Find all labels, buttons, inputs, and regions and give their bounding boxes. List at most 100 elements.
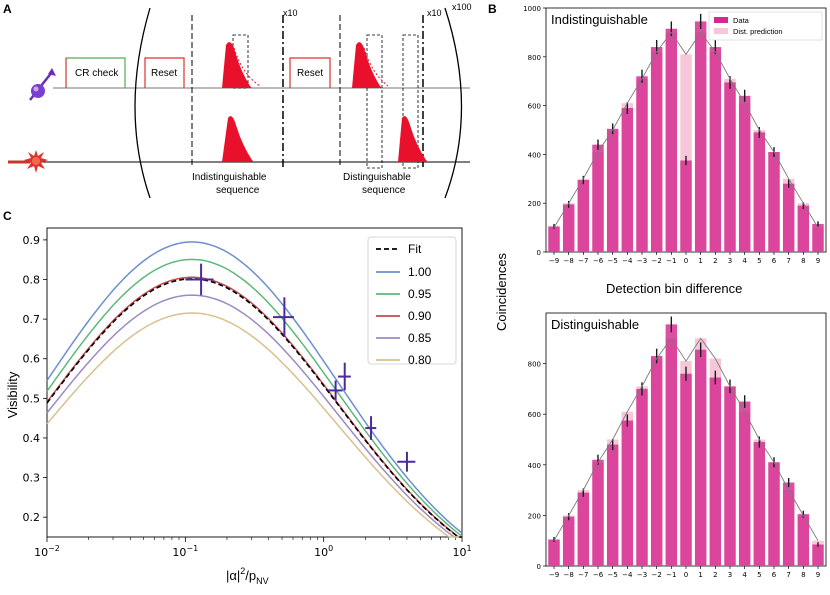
indist-seq-line2: sequence — [216, 185, 260, 196]
coincidences-label: Coincidences — [494, 252, 509, 331]
curve-0.85 — [46, 294, 462, 538]
bar-data — [782, 183, 795, 252]
bar-data — [694, 21, 707, 253]
x-tick-label: 101 — [452, 544, 471, 559]
fit-curve — [46, 278, 462, 538]
bar-data — [709, 377, 722, 566]
bar-data — [753, 442, 766, 566]
reset-box-1: Reset — [144, 57, 185, 88]
y-tick-label: 400 — [528, 462, 541, 470]
x-tick-label: 3 — [728, 257, 732, 265]
bar-data — [621, 108, 634, 252]
bar-data — [577, 180, 590, 252]
repeat-inner-2: x10 — [427, 8, 442, 18]
reset-label-2: Reset — [297, 68, 323, 79]
indist-seq-line1: Indistinguishable — [192, 172, 267, 183]
pulse-laser — [222, 116, 254, 162]
pulse-nv — [222, 42, 252, 88]
chart-title: Indistinguishable — [551, 12, 648, 27]
bar-data — [636, 388, 648, 566]
bar-data — [709, 47, 722, 252]
y-tick-label: 0.3 — [23, 472, 41, 485]
panel-letter-c: C — [3, 209, 12, 223]
legend-label: 0.90 — [408, 309, 432, 323]
spin-arrow-icon — [29, 68, 56, 101]
x-tick-label: −2 — [652, 257, 662, 265]
x-tick-label: −9 — [549, 257, 559, 265]
bar-data — [724, 386, 736, 566]
y-axis-label: Visibility — [5, 371, 20, 418]
bar-data — [577, 492, 590, 566]
x-tick-label: 5 — [757, 571, 761, 579]
outer-bracket-left — [134, 7, 151, 199]
repeat-inner-1: x10 — [283, 8, 298, 18]
star-burst-icon — [8, 150, 48, 173]
x-tick-label: −7 — [578, 257, 588, 265]
x-tick-label: 5 — [757, 257, 761, 265]
y-tick-label: 400 — [528, 151, 541, 159]
x-tick-label: 2 — [713, 571, 717, 579]
y-tick-label: 1000 — [523, 5, 541, 13]
x-tick-label: 6 — [772, 257, 777, 265]
y-tick-label: 800 — [528, 54, 541, 62]
bar-data — [606, 128, 619, 252]
x-tick-label: 10−2 — [34, 544, 60, 559]
cr-check-box: CR check — [65, 57, 126, 88]
x-tick-label: −8 — [564, 571, 574, 579]
bar-data — [621, 420, 634, 566]
x-tick-label: −4 — [622, 571, 633, 579]
cr-check-label: CR check — [75, 68, 119, 79]
y-tick-label: 0.4 — [23, 432, 41, 445]
bar-data — [592, 459, 604, 566]
bar-data — [812, 223, 824, 252]
x-tick-label: −7 — [578, 571, 588, 579]
y-tick-label: 0.7 — [23, 313, 41, 326]
plot-frame — [46, 227, 463, 538]
x-tick-label: 4 — [742, 571, 747, 579]
y-tick-label: 0.9 — [23, 234, 41, 247]
curve-0.95 — [46, 258, 463, 537]
x-tick-label: −3 — [637, 571, 647, 579]
bar-data — [665, 28, 678, 252]
prediction-line — [553, 337, 819, 541]
legend-box — [708, 11, 823, 41]
y-tick-label: 0 — [537, 249, 541, 257]
detection-bin-label: Detection bin difference — [606, 281, 742, 296]
x-axis-label: |α|2/pNV — [226, 566, 269, 586]
bar-data — [680, 160, 692, 252]
x-tick-label: 0 — [684, 571, 688, 579]
x-tick-label: −4 — [622, 257, 633, 265]
bar-data — [636, 76, 648, 252]
x-tick-label: 7 — [786, 571, 790, 579]
bar-data — [753, 132, 766, 252]
curve-0.80 — [46, 312, 462, 538]
x-tick-label: 2 — [713, 257, 717, 265]
bar-prediction — [680, 54, 692, 252]
y-tick-label: 0.5 — [23, 392, 41, 405]
x-tick-label: −2 — [652, 571, 662, 579]
x-tick-label: −6 — [593, 257, 604, 265]
bar-data — [650, 356, 663, 566]
reset-label-1: Reset — [151, 68, 177, 79]
bar-data — [782, 482, 795, 566]
chart-title: Distinguishable — [551, 317, 639, 332]
curve-1.00 — [46, 241, 463, 534]
bar-data — [548, 539, 560, 566]
bar-data — [562, 516, 575, 566]
x-tick-label: −1 — [666, 257, 676, 265]
legend-label-fit: Fit — [408, 242, 422, 256]
legend-label: Data — [733, 16, 750, 25]
x-tick-label: −6 — [593, 571, 604, 579]
bar-data — [738, 401, 751, 566]
detection-window-dist-2 — [402, 34, 419, 169]
pulse-nv-dist — [352, 42, 382, 88]
legend-label: Dist. prediction — [733, 27, 783, 36]
bar-data — [738, 95, 751, 252]
y-tick-label: 0.2 — [23, 511, 41, 524]
x-tick-label: 4 — [742, 257, 747, 265]
bar-data — [606, 444, 619, 566]
y-tick-label: 0.8 — [23, 274, 41, 287]
bar-data — [665, 324, 678, 566]
pulse-decay-dashed — [233, 47, 261, 87]
